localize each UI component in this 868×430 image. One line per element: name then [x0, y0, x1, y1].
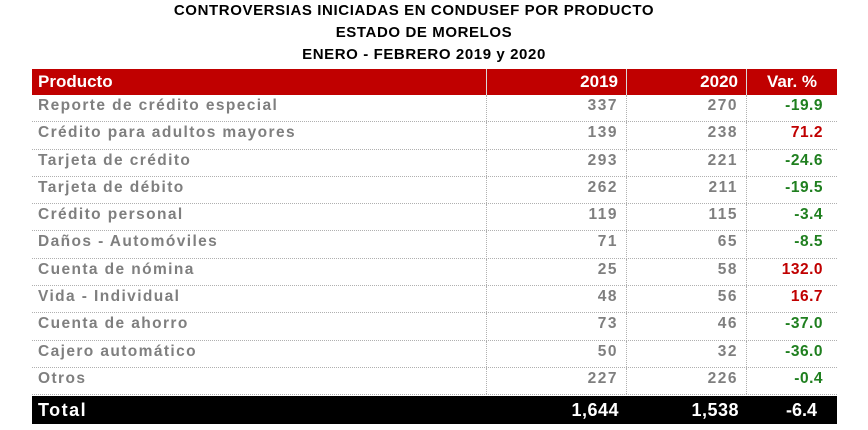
row-value-2019: 73: [487, 313, 627, 340]
row-value-2020: 115: [627, 204, 747, 231]
row-product: Cuenta de nómina: [32, 258, 487, 285]
row-product: Vida - Individual: [32, 286, 487, 313]
row-product: Tarjeta de crédito: [32, 149, 487, 176]
row-value-2019: 139: [487, 122, 627, 149]
total-label: Total: [38, 400, 88, 421]
row-product: Cuenta de ahorro: [32, 313, 487, 340]
row-value-2020: 238: [627, 122, 747, 149]
row-variation: -3.4: [794, 206, 823, 224]
row-product: Daños - Automóviles: [32, 231, 487, 258]
table-body: Reporte de crédito especial 337 270 -19.9 Cr…: [32, 95, 837, 396]
table-row: Reporte de crédito especial 337 270 -19.9: [32, 95, 837, 123]
row-value-2020: 221: [627, 149, 747, 176]
table-row: Cuenta de nómina 25 58 132.0: [32, 258, 837, 287]
row-variation: -24.6: [785, 151, 823, 169]
row-variation: -19.5: [785, 178, 823, 196]
row-product: Otros: [32, 367, 487, 394]
table-row: Crédito para adultos mayores 139 238 71.2: [32, 122, 837, 150]
row-variation: 132.0: [781, 260, 823, 278]
row-value-2020: 65: [627, 231, 747, 258]
report-subtitle-period: ENERO - FEBRERO 2019 y 2020: [302, 46, 546, 63]
row-variation: -37.0: [785, 315, 823, 333]
table-row: Daños - Automóviles 71 65 -8.5: [32, 231, 837, 259]
row-variation: -8.5: [794, 233, 823, 251]
row-value-2019: 71: [487, 231, 627, 258]
table-row: Cuenta de ahorro 73 46 -37.0: [32, 313, 837, 341]
row-value-2019: 50: [487, 340, 627, 367]
header-2019: 2019: [487, 69, 627, 95]
table-row: Tarjeta de crédito 293 221 -24.6: [32, 149, 837, 177]
table-row: Vida - Individual 48 56 16.7: [32, 286, 837, 314]
row-value-2020: 32: [627, 340, 747, 367]
row-value-2020: 270: [627, 95, 747, 121]
row-value-2020: 226: [627, 367, 747, 394]
row-variation: 71.2: [790, 124, 823, 142]
row-value-2020: 211: [627, 176, 747, 203]
table-row: Otros 227 226 -0.4: [32, 367, 837, 396]
controversias-table: Producto 2019 2020 Var. % Reporte de cré…: [32, 69, 837, 425]
row-product: Cajero automático: [32, 340, 487, 367]
report-title: CONTROVERSIAS INICIADAS EN CONDUSEF POR …: [173, 2, 655, 19]
table-row: Cajero automático 50 32 -36.0: [32, 340, 837, 368]
row-value-2019: 119: [487, 204, 627, 231]
total-row: Total 1,644 1,538 -6.4: [32, 396, 837, 425]
table-row: Tarjeta de débito 262 211 -19.5: [32, 176, 837, 205]
row-product: Tarjeta de débito: [32, 176, 487, 203]
report-subtitle-state: ESTADO DE MORELOS: [335, 24, 513, 41]
row-value-2020: 58: [627, 258, 747, 285]
row-product: Crédito para adultos mayores: [32, 122, 487, 149]
row-product: Crédito personal: [32, 204, 487, 231]
total-2020: 1,538: [691, 400, 739, 421]
row-value-2019: 262: [487, 176, 627, 203]
total-variation: -6.4: [785, 400, 817, 421]
header-product: Producto: [32, 69, 487, 95]
row-value-2020: 46: [627, 313, 747, 340]
row-value-2019: 337: [487, 95, 627, 121]
total-2019: 1,644: [571, 400, 619, 421]
row-value-2020: 56: [627, 286, 747, 313]
header-variation: Var. %: [766, 72, 818, 91]
row-value-2019: 293: [487, 149, 627, 176]
header-2020: 2020: [627, 69, 747, 95]
row-value-2019: 25: [487, 258, 627, 285]
row-variation: -19.9: [785, 97, 823, 114]
table-row: Crédito personal 119 115 -3.4: [32, 204, 837, 232]
row-variation: 16.7: [790, 288, 823, 306]
row-value-2019: 48: [487, 286, 627, 313]
row-value-2019: 227: [487, 367, 627, 394]
row-product: Reporte de crédito especial: [32, 95, 487, 121]
report-title-block: CONTROVERSIAS INICIADAS EN CONDUSEF POR …: [0, 0, 868, 66]
row-variation: -36.0: [785, 342, 823, 360]
row-variation: -0.4: [794, 369, 823, 387]
table-header: Producto 2019 2020 Var. %: [32, 69, 837, 95]
